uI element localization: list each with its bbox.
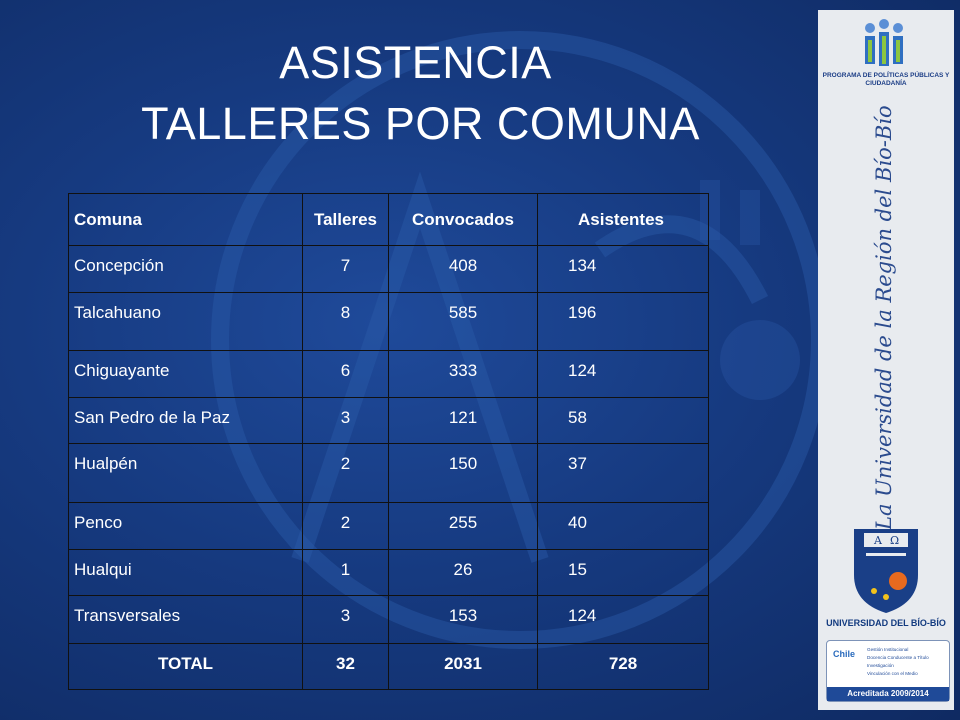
- cell-comuna: Concepción: [68, 245, 303, 293]
- table-row: Talcahuano 8 585 196: [68, 292, 709, 351]
- cell-talleres: 3: [302, 397, 389, 444]
- header-asistentes: Asistentes: [537, 193, 709, 246]
- cell-talleres: 7: [302, 245, 389, 293]
- page-title-line-1: ASISTENCIA: [279, 37, 552, 88]
- cell-talleres: 1: [302, 549, 389, 596]
- cell-comuna: Chiguayante: [68, 350, 303, 398]
- table-row: Hualpén 2 150 37: [68, 443, 709, 503]
- accreditation-badge: Chile Gestión Institucional Docencia Con…: [826, 640, 950, 702]
- table-header-row: Comuna Talleres Convocados Asistentes: [68, 193, 709, 246]
- cell-comuna: San Pedro de la Paz: [68, 397, 303, 444]
- university-name: UNIVERSIDAD DEL BÍO-BÍO: [826, 618, 946, 628]
- cell-talleres: 2: [302, 502, 389, 550]
- attendance-table: Comuna Talleres Convocados Asistentes Co…: [68, 193, 709, 690]
- cell-convocados: 255: [388, 502, 538, 550]
- total-talleres: 32: [302, 643, 389, 690]
- cell-comuna: Hualpén: [68, 443, 303, 503]
- page-title-line-2: TALLERES POR COMUNA: [141, 98, 700, 149]
- attendance-table-container: Comuna Talleres Convocados Asistentes Co…: [68, 193, 709, 690]
- table-row: Transversales 3 153 124: [68, 595, 709, 644]
- accreditation-item: Gestión Institucional: [867, 647, 909, 652]
- cell-talleres: 6: [302, 350, 389, 398]
- cell-convocados: 153: [388, 595, 538, 644]
- cell-comuna: Talcahuano: [68, 292, 303, 351]
- accreditation-item: Investigación: [867, 663, 894, 668]
- header-talleres: Talleres: [302, 193, 389, 246]
- cell-asistentes: 58: [537, 397, 709, 444]
- table-row: Concepción 7 408 134: [68, 245, 709, 293]
- cell-comuna: Hualqui: [68, 549, 303, 596]
- program-logo-icon: [865, 19, 903, 66]
- cell-convocados: 408: [388, 245, 538, 293]
- cell-asistentes: 124: [537, 350, 709, 398]
- table-row: Penco 2 255 40: [68, 502, 709, 550]
- table-row: San Pedro de la Paz 3 121 58: [68, 397, 709, 444]
- total-asistentes: 728: [537, 643, 709, 690]
- cell-convocados: 150: [388, 443, 538, 503]
- cell-asistentes: 40: [537, 502, 709, 550]
- cell-comuna: Penco: [68, 502, 303, 550]
- total-convocados: 2031: [388, 643, 538, 690]
- header-comuna: Comuna: [68, 193, 303, 246]
- cell-asistentes: 124: [537, 595, 709, 644]
- table-total-row: TOTAL 32 2031 728: [68, 643, 709, 690]
- accreditation-item: Docencia Conducente a Título: [867, 655, 929, 660]
- cell-talleres: 2: [302, 443, 389, 503]
- cell-asistentes: 15: [537, 549, 709, 596]
- sidebar: PROGRAMA DE POLÍTICAS PÚBLICAS Y CIUDADA…: [818, 10, 954, 710]
- svg-text:A: A: [873, 534, 883, 547]
- accreditation-label: Acreditada 2009/2014: [827, 687, 949, 701]
- total-label: TOTAL: [68, 643, 303, 690]
- cell-talleres: 8: [302, 292, 389, 351]
- cell-asistentes: 134: [537, 245, 709, 293]
- accreditation-logo: Chile: [833, 649, 856, 659]
- cell-convocados: 333: [388, 350, 538, 398]
- accreditation-item: Vinculación con el Medio: [867, 671, 918, 676]
- university-slogan: La Universidad de la Región del Bío-Bío: [872, 105, 896, 530]
- cell-convocados: 26: [388, 549, 538, 596]
- university-crest-icon: A Ω: [854, 529, 918, 613]
- cell-convocados: 585: [388, 292, 538, 351]
- cell-convocados: 121: [388, 397, 538, 444]
- cell-talleres: 3: [302, 595, 389, 644]
- svg-text:Ω: Ω: [890, 534, 899, 547]
- table-row: Hualqui 1 26 15: [68, 549, 709, 596]
- cell-asistentes: 196: [537, 292, 709, 351]
- program-logo-text: PROGRAMA DE POLÍTICAS PÚBLICAS Y CIUDADA…: [822, 72, 950, 87]
- table-row: Chiguayante 6 333 124: [68, 350, 709, 398]
- cell-comuna: Transversales: [68, 595, 303, 644]
- cell-asistentes: 37: [537, 443, 709, 503]
- header-convocados: Convocados: [388, 193, 538, 246]
